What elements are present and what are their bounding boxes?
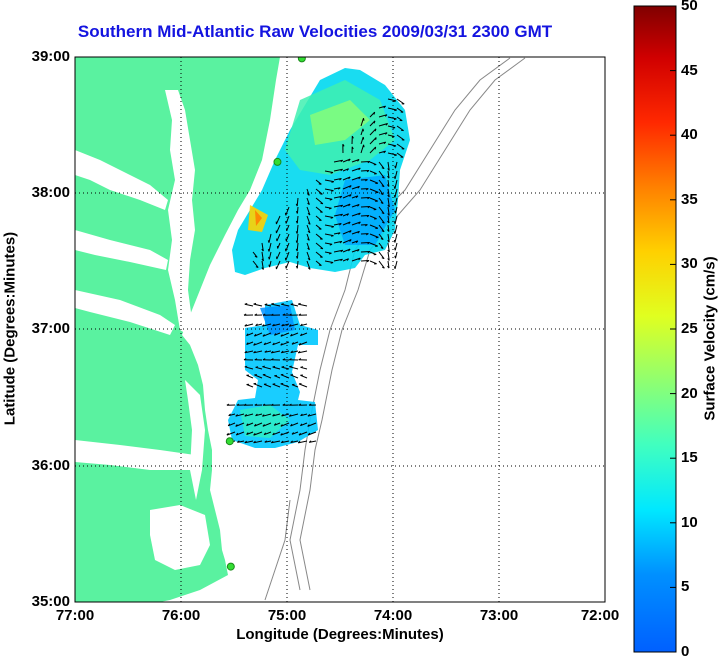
velocity-vector-head bbox=[364, 118, 365, 121]
velocity-vector-head bbox=[394, 240, 395, 243]
y-tick-label: 35:00 bbox=[22, 593, 70, 610]
velocity-vector-head bbox=[245, 304, 247, 305]
velocity-vector-head bbox=[298, 303, 300, 304]
velocity-vector-head bbox=[374, 121, 375, 123]
velocity-vector-head bbox=[375, 147, 376, 149]
velocity-vector-head bbox=[375, 129, 376, 131]
velocity-vector-head bbox=[269, 257, 270, 259]
velocity-vector-head bbox=[273, 366, 275, 367]
colorbar-tick-label: 50 bbox=[681, 0, 721, 14]
velocity-vector-head bbox=[289, 366, 292, 367]
velocity-vector-head bbox=[268, 240, 269, 242]
velocity-vector-head bbox=[394, 176, 395, 178]
x-tick-label: 74:00 bbox=[363, 607, 423, 624]
y-tick-label: 38:00 bbox=[22, 184, 70, 201]
velocity-vector-head bbox=[363, 137, 364, 140]
velocity-vector-head bbox=[320, 194, 322, 195]
y-tick-label: 36:00 bbox=[22, 457, 70, 474]
velocity-vector-head bbox=[394, 195, 395, 197]
station-marker bbox=[227, 563, 234, 570]
velocity-vector-head bbox=[393, 128, 395, 129]
x-tick-label: 73:00 bbox=[469, 607, 529, 624]
velocity-vector-head bbox=[319, 265, 322, 266]
colorbar-tick-label: 20 bbox=[681, 385, 721, 402]
colorbar-tick-label: 10 bbox=[681, 514, 721, 531]
colorbar-tick-label: 30 bbox=[681, 255, 721, 272]
velocity-vector-head bbox=[254, 303, 256, 304]
velocity-vector-head bbox=[291, 304, 293, 305]
velocity-vector-head bbox=[394, 110, 396, 111]
velocity-vector-head bbox=[394, 101, 396, 102]
velocity-vector-head bbox=[394, 266, 395, 268]
velocity-vector-head bbox=[271, 303, 273, 304]
velocity-vector-head bbox=[256, 367, 258, 368]
velocity-vector-head bbox=[394, 146, 396, 147]
velocity-vector-head bbox=[394, 155, 396, 156]
velocity-vector-head bbox=[268, 249, 269, 251]
velocity-vector-head bbox=[395, 203, 396, 205]
velocity-vector-head bbox=[282, 367, 285, 368]
x-tick-label: 75:00 bbox=[257, 607, 317, 624]
colorbar-tick-label: 40 bbox=[681, 126, 721, 143]
velocity-vector-head bbox=[395, 256, 396, 258]
velocity-vector-head bbox=[319, 220, 321, 221]
station-marker bbox=[226, 438, 233, 445]
velocity-vector-head bbox=[262, 366, 264, 367]
velocity-vector-head bbox=[376, 138, 377, 140]
velocity-vector-head bbox=[395, 166, 396, 168]
velocity-vector-head bbox=[395, 211, 396, 213]
colorbar-tick-label: 35 bbox=[681, 191, 721, 208]
velocity-vector-head bbox=[394, 221, 395, 223]
colorbar-tick-label: 15 bbox=[681, 449, 721, 466]
station-marker bbox=[298, 55, 305, 62]
velocity-vector-head bbox=[320, 257, 322, 258]
velocity-vector-head bbox=[395, 248, 396, 250]
y-tick-label: 39:00 bbox=[22, 48, 70, 65]
y-tick-label: 37:00 bbox=[22, 320, 70, 337]
velocity-vector-head bbox=[363, 129, 364, 132]
colorbar-tick-label: 5 bbox=[681, 578, 721, 595]
velocity-vector-head bbox=[245, 366, 247, 367]
velocity-vector-head bbox=[394, 186, 395, 188]
x-tick-label: 76:00 bbox=[151, 607, 211, 624]
velocity-vector-head bbox=[374, 112, 375, 114]
velocity-vector bbox=[297, 261, 298, 268]
velocity-vector-head bbox=[320, 212, 322, 213]
colorbar-tick-label: 45 bbox=[681, 62, 721, 79]
velocity-vector-head bbox=[394, 231, 395, 233]
velocity-vector-head bbox=[265, 304, 267, 305]
station-marker bbox=[274, 158, 281, 165]
velocity-vector-head bbox=[394, 119, 396, 120]
velocity-vector bbox=[297, 216, 298, 223]
colorbar-tick-label: 0 bbox=[681, 643, 721, 660]
velocity-vector-head bbox=[331, 191, 333, 192]
velocity-vector-head bbox=[281, 304, 283, 305]
velocity-vector-head bbox=[331, 236, 333, 237]
colorbar bbox=[634, 6, 676, 652]
x-axis-label: Longitude (Degrees:Minutes) bbox=[75, 626, 605, 643]
colorbar-tick-label: 25 bbox=[681, 320, 721, 337]
velocity-vector-head bbox=[269, 265, 270, 267]
velocity-vector-head bbox=[364, 145, 365, 147]
x-tick-label: 72:00 bbox=[570, 607, 630, 624]
velocity-vector-head bbox=[301, 367, 304, 368]
y-axis-label: Latitude (Degrees:Minutes) bbox=[2, 209, 19, 449]
